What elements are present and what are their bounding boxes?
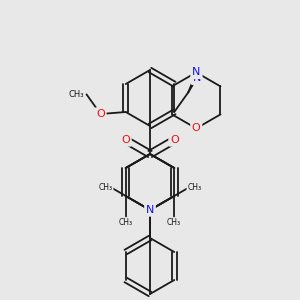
Text: N: N [146,205,154,215]
Text: CH₃: CH₃ [188,183,202,192]
Text: O: O [192,123,201,134]
Text: CH₃: CH₃ [119,218,133,227]
Text: CH₃: CH₃ [167,218,181,227]
Text: O: O [121,135,130,145]
Text: O: O [96,109,105,119]
Text: N: N [193,74,201,83]
Text: CH₃: CH₃ [68,90,84,99]
Text: O: O [170,135,179,145]
Text: CH₃: CH₃ [98,183,112,192]
Text: N: N [192,68,200,77]
